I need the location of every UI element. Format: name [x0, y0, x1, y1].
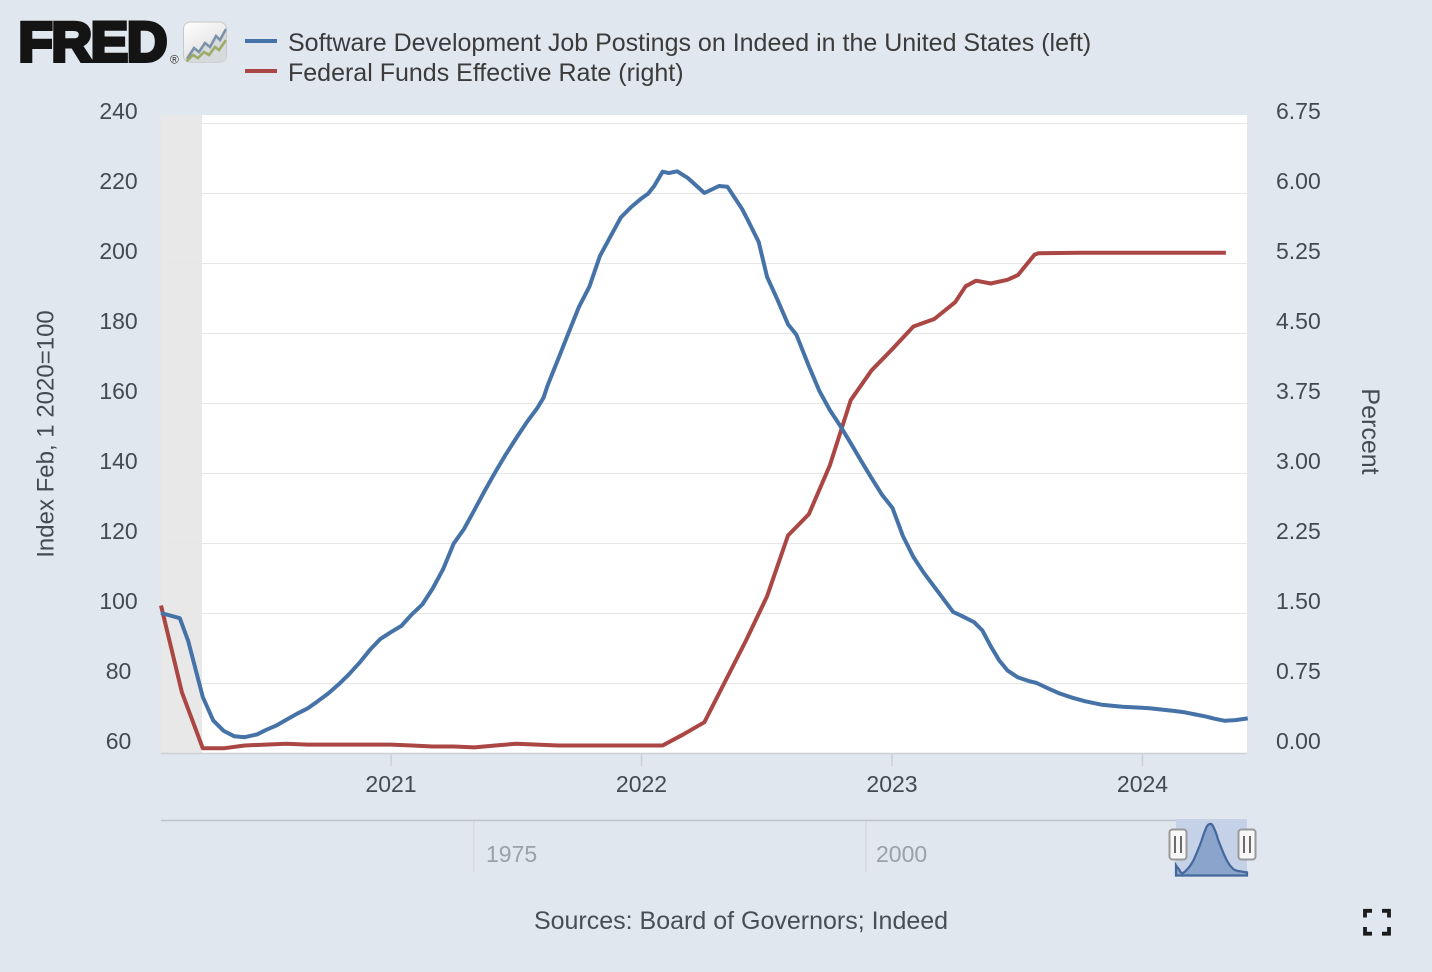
svg-text:Percent: Percent — [1356, 388, 1384, 474]
svg-text:220: 220 — [99, 168, 137, 194]
svg-text:80: 80 — [106, 658, 132, 684]
svg-text:®: ® — [170, 53, 179, 67]
svg-text:100: 100 — [99, 588, 137, 614]
svg-text:180: 180 — [99, 308, 137, 334]
svg-text:6.00: 6.00 — [1276, 168, 1321, 194]
svg-text:Federal Funds Effective Rate (: Federal Funds Effective Rate (right) — [288, 59, 684, 87]
svg-text:160: 160 — [99, 378, 137, 404]
svg-text:140: 140 — [99, 448, 137, 474]
svg-text:Sources: Board of Governors; I: Sources: Board of Governors; Indeed — [534, 907, 948, 935]
svg-text:3.75: 3.75 — [1276, 378, 1321, 404]
svg-text:200: 200 — [99, 238, 137, 264]
svg-text:3.00: 3.00 — [1276, 448, 1321, 474]
svg-text:2024: 2024 — [1117, 771, 1168, 797]
svg-text:1975: 1975 — [486, 841, 537, 867]
svg-text:1.50: 1.50 — [1276, 588, 1321, 614]
svg-text:Index Feb, 1 2020=100: Index Feb, 1 2020=100 — [33, 310, 60, 558]
svg-text:Software Development Job Posti: Software Development Job Postings on Ind… — [288, 29, 1091, 57]
svg-text:60: 60 — [106, 728, 132, 754]
svg-text:FRED: FRED — [19, 10, 167, 73]
svg-text:2022: 2022 — [616, 771, 667, 797]
svg-text:0.75: 0.75 — [1276, 658, 1321, 684]
svg-text:240: 240 — [99, 98, 137, 124]
svg-text:2023: 2023 — [866, 771, 917, 797]
svg-text:2000: 2000 — [876, 841, 927, 867]
svg-text:120: 120 — [99, 518, 137, 544]
svg-text:0.00: 0.00 — [1276, 728, 1321, 754]
svg-text:5.25: 5.25 — [1276, 238, 1321, 264]
svg-text:6.75: 6.75 — [1276, 98, 1321, 124]
svg-text:4.50: 4.50 — [1276, 308, 1321, 334]
svg-text:2021: 2021 — [365, 771, 416, 797]
svg-text:2.25: 2.25 — [1276, 518, 1321, 544]
